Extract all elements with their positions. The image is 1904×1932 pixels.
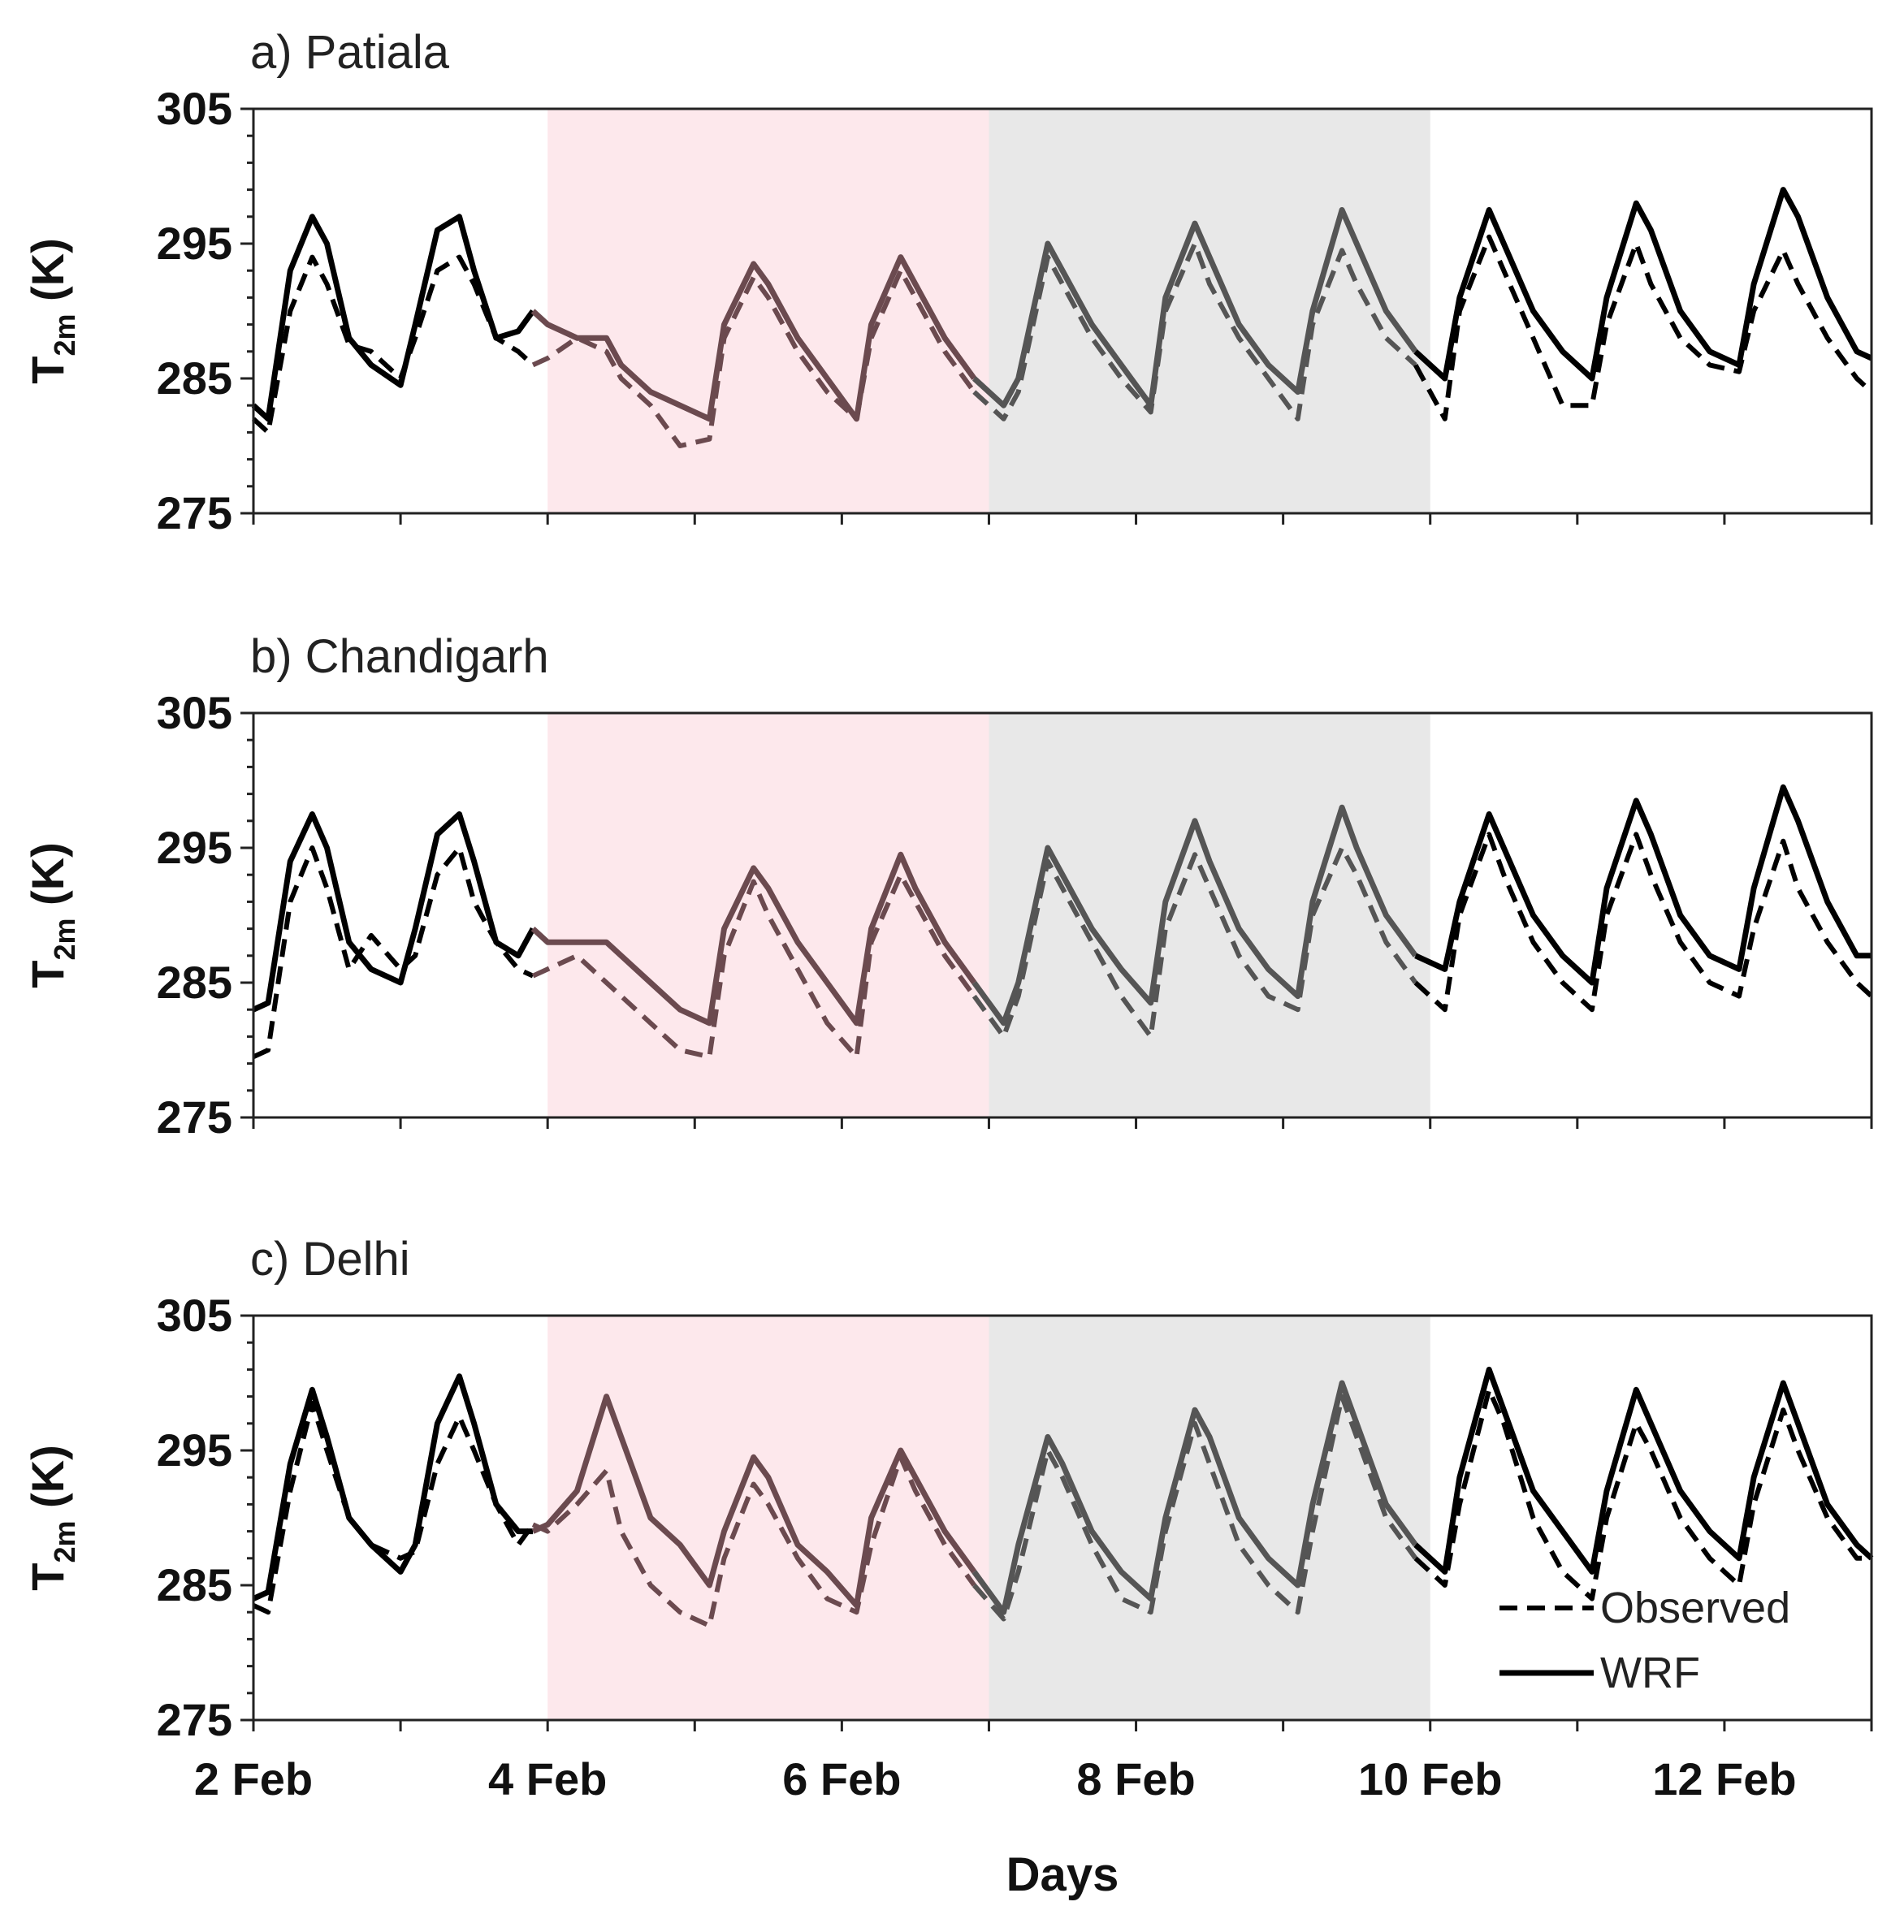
series-wrf-line-segment-2 xyxy=(531,1394,977,1609)
series-observed-line-segment-3 xyxy=(972,241,1417,421)
legend: Observed WRF xyxy=(1499,1584,1790,1697)
x-tick-label: 8 Feb xyxy=(1076,1753,1195,1804)
y-axis-label: T2m (K) xyxy=(22,842,81,988)
y-tick-label: 275 xyxy=(157,487,232,538)
series-wrf-line-segment-1 xyxy=(252,811,536,1013)
series-wrf-line-segment-4 xyxy=(1414,784,1872,986)
y-tick-label: 295 xyxy=(157,822,232,873)
series-wrf-line-segment-3 xyxy=(971,804,1418,1027)
shaded-period-2 xyxy=(989,713,1430,1117)
series-observed-line-segment-1 xyxy=(251,254,535,435)
x-tick-label: 12 Feb xyxy=(1652,1753,1796,1804)
shaded-period-2 xyxy=(989,109,1430,513)
legend-label-wrf: WRF xyxy=(1600,1649,1700,1697)
panel-title: b) Chandigarh xyxy=(250,630,549,683)
series-wrf-line-segment-2 xyxy=(530,851,977,1027)
shaded-period-1 xyxy=(547,713,989,1117)
y-tick-label: 275 xyxy=(157,1694,232,1745)
panel-title: c) Delhi xyxy=(250,1233,410,1286)
x-axis-label: Days xyxy=(1006,1848,1119,1901)
series-wrf-line-segment-1 xyxy=(252,1373,534,1601)
y-tick-label: 285 xyxy=(157,1559,232,1610)
series-observed-line-segment-4 xyxy=(1413,234,1874,421)
y-tick-label: 305 xyxy=(157,1290,232,1341)
series-observed-line-segment-2 xyxy=(531,872,976,1060)
series-wrf-line-segment-4 xyxy=(1413,187,1873,382)
y-tick-label: 305 xyxy=(157,83,232,134)
series-wrf-line-segment-3 xyxy=(971,1380,1418,1615)
y-tick-label: 305 xyxy=(157,687,232,738)
plot-frame xyxy=(252,711,1873,1119)
y-axis-label: T2m (K) xyxy=(22,238,81,384)
series-observed-line-segment-1 xyxy=(252,845,534,1060)
series-observed-line-segment-1 xyxy=(252,1400,535,1615)
plot-frame xyxy=(252,107,1873,515)
y-axis-label: T2m (K) xyxy=(22,1445,81,1591)
x-tick-label: 10 Feb xyxy=(1358,1753,1502,1804)
x-tick-label: 4 Feb xyxy=(488,1753,607,1804)
series-observed-line-segment-4 xyxy=(1413,1387,1872,1601)
x-tick-label: 6 Feb xyxy=(782,1753,901,1804)
series-observed-line-segment-3 xyxy=(971,845,1418,1039)
y-tick-label: 295 xyxy=(157,1424,232,1476)
series-wrf-line-segment-2 xyxy=(530,254,977,422)
panel-2: 305 295 285 275 b) Chandigarh T2m (K) xyxy=(22,630,1874,1143)
series-wrf-line-segment-3 xyxy=(971,207,1418,408)
shaded-period-2 xyxy=(989,1316,1430,1720)
shaded-period-1 xyxy=(547,1316,989,1720)
panel-title: a) Patiala xyxy=(250,26,450,79)
y-tick-label: 285 xyxy=(157,352,232,404)
panel-1: 305 295 285 275 a) Patiala T2m (K) xyxy=(22,26,1874,538)
series-observed-line-segment-3 xyxy=(972,1394,1418,1622)
legend-label-observed: Observed xyxy=(1600,1584,1790,1632)
y-tick-label: 285 xyxy=(157,957,232,1008)
series-wrf-line-segment-4 xyxy=(1413,1366,1874,1575)
panel-3: 305 295 285 275 c) Delhi T2m (K) Observed WRF 2 … xyxy=(22,1233,1874,1804)
shaded-period-1 xyxy=(547,109,989,513)
y-tick-label: 275 xyxy=(157,1091,232,1143)
series-observed-line-segment-4 xyxy=(1413,832,1874,1013)
x-tick-label: 2 Feb xyxy=(194,1753,313,1804)
panels-group: 305 295 285 275 a) Patiala T2m (K) 305 295 285 27… xyxy=(22,26,1874,1804)
series-observed-line-segment-2 xyxy=(531,1454,976,1628)
plot-frame xyxy=(252,1314,1873,1722)
y-tick-label: 295 xyxy=(157,218,232,269)
series-wrf-line-segment-1 xyxy=(251,214,535,422)
series-observed-line-segment-2 xyxy=(531,268,976,448)
